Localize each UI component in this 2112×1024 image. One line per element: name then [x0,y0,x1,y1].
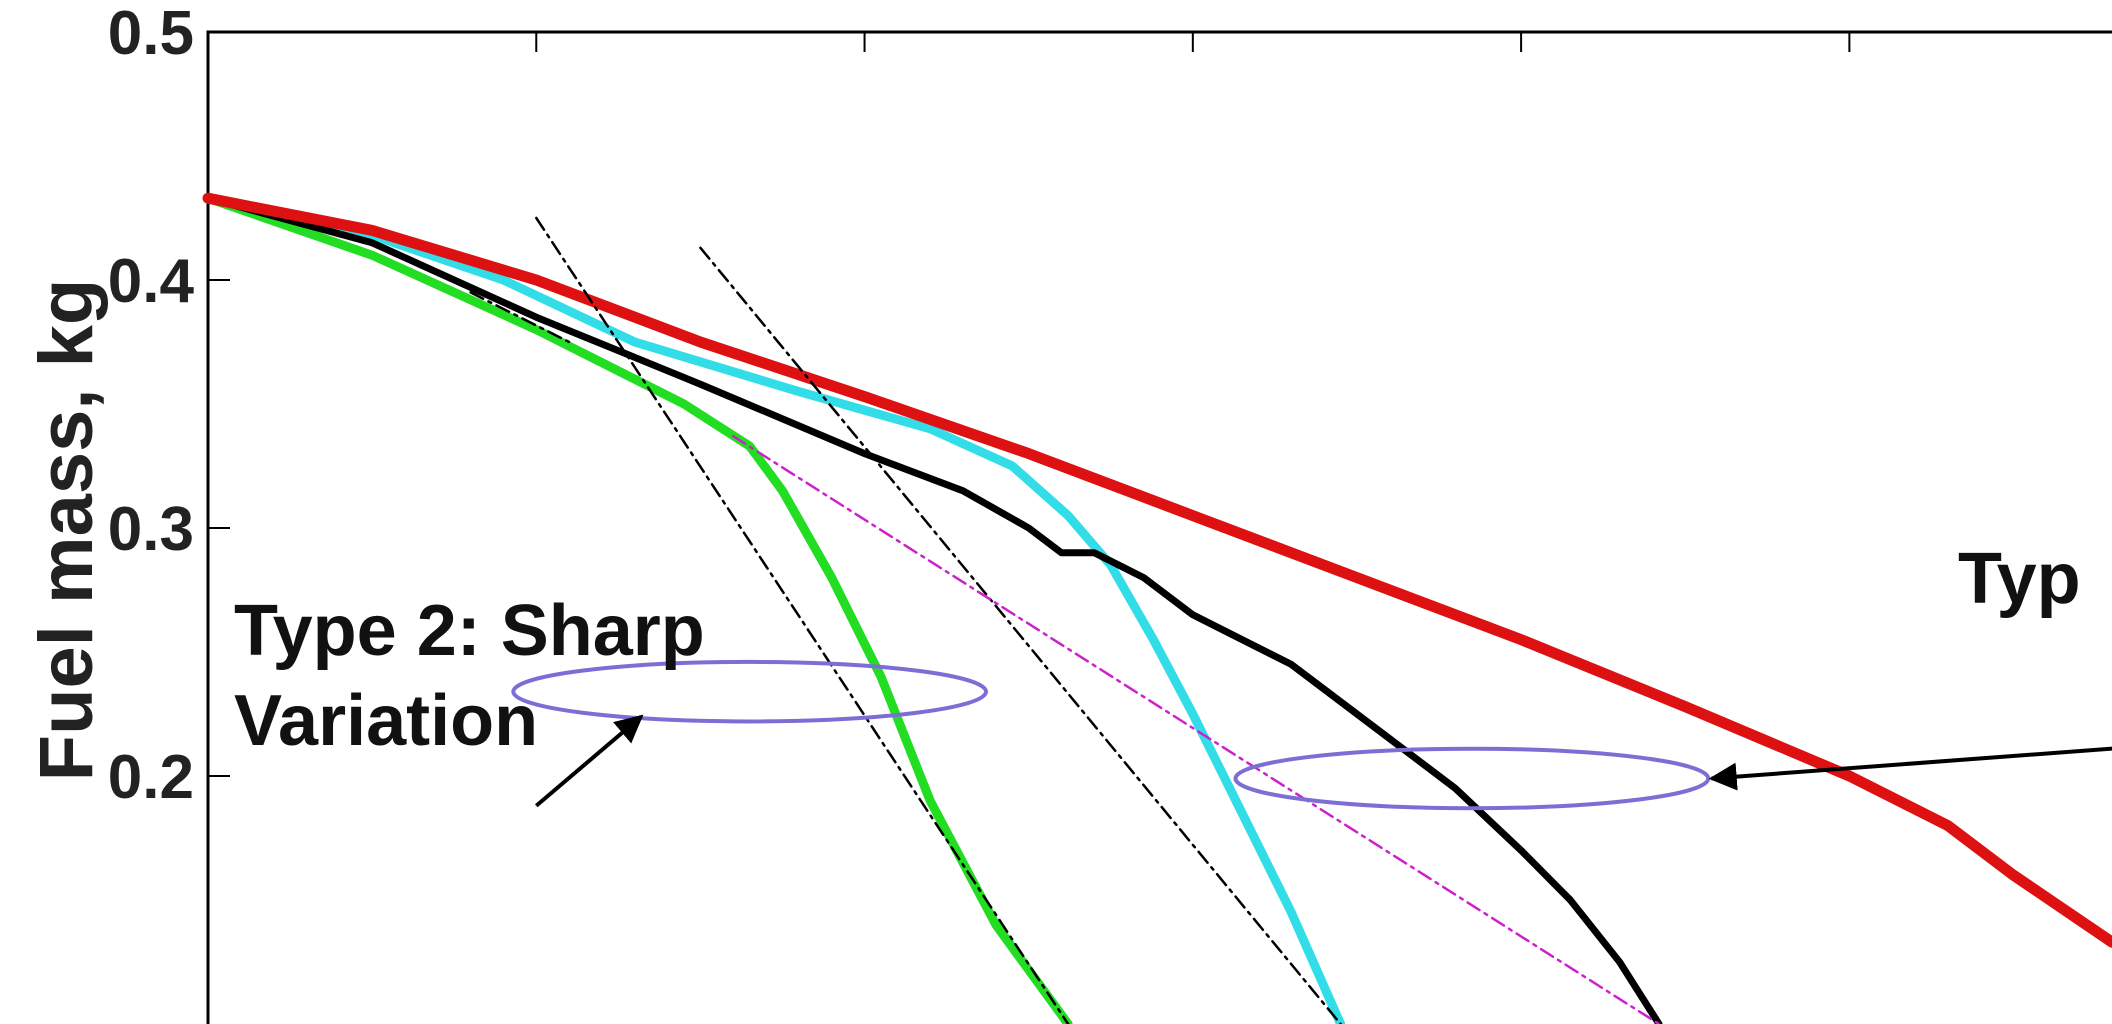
ellipses [511,659,1711,811]
annotation-line: Type 2: Sharp [234,591,705,671]
series-line-3 [204,194,1663,1024]
annotations: Type 2: Sharp Variation Typ [234,539,2081,761]
axes [206,30,2112,1024]
annotation-arrow-2 [1708,746,2112,791]
y-axis-title: Fuel mass, kg [24,279,109,782]
x-ticks [535,32,1851,52]
highlight-ellipse-2 [1233,746,1711,811]
y-tick-label: 0.5 [108,0,194,68]
annotation-arrow-1 [534,714,644,808]
annotation-label-2: Typ [1958,539,2081,619]
series-line-4 [202,192,2112,948]
highlight-ellipse-1 [511,659,989,724]
fit-lines [469,216,1661,1024]
fit-line-4 [731,434,1661,1024]
y-ticks: 0.5 0.4 0.3 0.2 [108,0,230,812]
annotation-line: Typ [1958,539,2081,619]
y-tick-label: 0.4 [108,247,195,316]
y-tick-label: 0.3 [108,495,194,564]
fit-line-1 [469,291,571,344]
annotation-label-1: Type 2: Sharp Variation [234,591,705,761]
arrows [534,714,2112,808]
fit-line-2 [535,216,1070,1024]
annotation-line: Variation [234,681,538,761]
series-lines [202,192,2112,1024]
series-line-2 [203,193,1346,1024]
y-tick-label: 0.2 [108,743,194,812]
series-line-1 [203,193,1073,1024]
plot-frame [206,30,2112,1024]
fit-line-3 [699,246,1342,1024]
